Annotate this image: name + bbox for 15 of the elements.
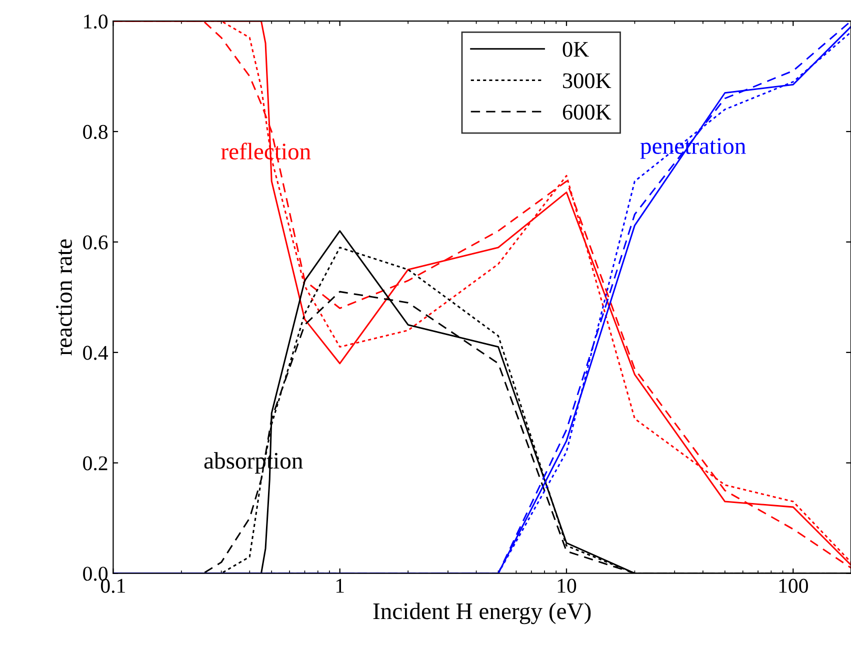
legend-label: 0K (562, 42, 589, 57)
legend-label: 600K (562, 104, 612, 120)
x-tick-label: 1 (336, 578, 344, 593)
x-tick-label: 100 (779, 578, 808, 593)
x-tick-label: 0.1 (100, 578, 125, 593)
x-axis-title: Incident H energy (eV) (373, 602, 591, 624)
y-tick-label: 0.6 (83, 235, 108, 250)
y-axis-title: reaction rate (56, 239, 72, 356)
y-tick-label: 0.2 (83, 456, 108, 470)
y-tick-label: 0.0 (83, 566, 108, 581)
legend-label: 300K (563, 73, 612, 88)
y-tick-label: 0.8 (83, 124, 108, 140)
y-tick-label: 0.4 (83, 346, 108, 360)
x-tick-label: 10 (558, 578, 576, 593)
y-tick-label: 1.0 (84, 14, 108, 29)
